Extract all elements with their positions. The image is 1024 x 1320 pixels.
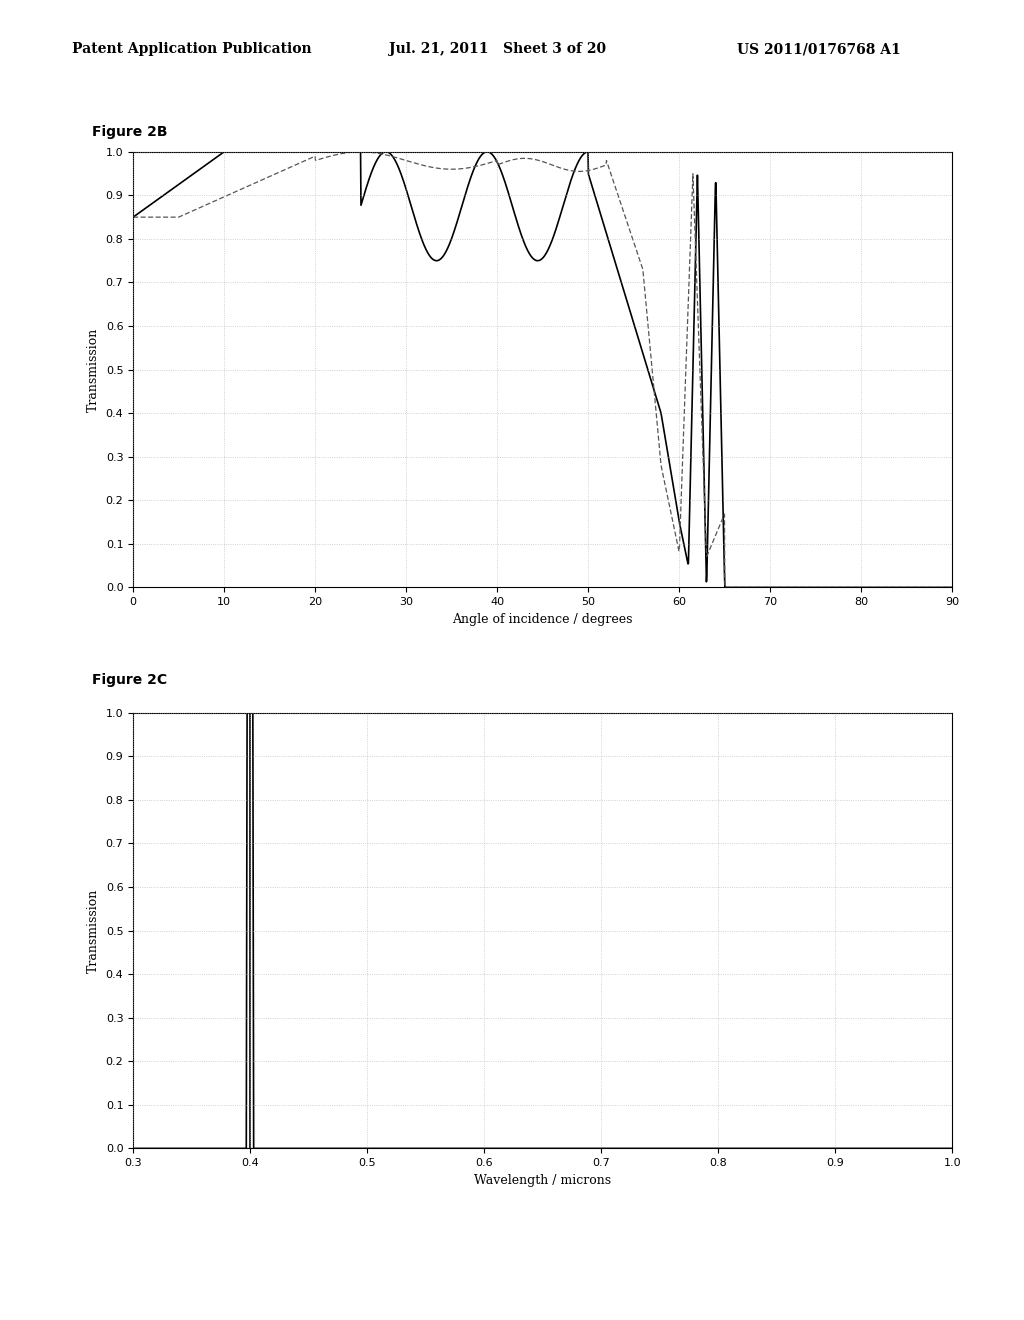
Text: Jul. 21, 2011   Sheet 3 of 20: Jul. 21, 2011 Sheet 3 of 20 (389, 42, 606, 57)
Text: Patent Application Publication: Patent Application Publication (72, 42, 311, 57)
Y-axis label: Transmission: Transmission (87, 327, 100, 412)
X-axis label: Angle of incidence / degrees: Angle of incidence / degrees (453, 612, 633, 626)
Text: Figure 2B: Figure 2B (92, 125, 168, 140)
Text: Figure 2C: Figure 2C (92, 673, 167, 688)
X-axis label: Wavelength / microns: Wavelength / microns (474, 1173, 611, 1187)
Text: US 2011/0176768 A1: US 2011/0176768 A1 (737, 42, 901, 57)
Y-axis label: Transmission: Transmission (87, 888, 100, 973)
